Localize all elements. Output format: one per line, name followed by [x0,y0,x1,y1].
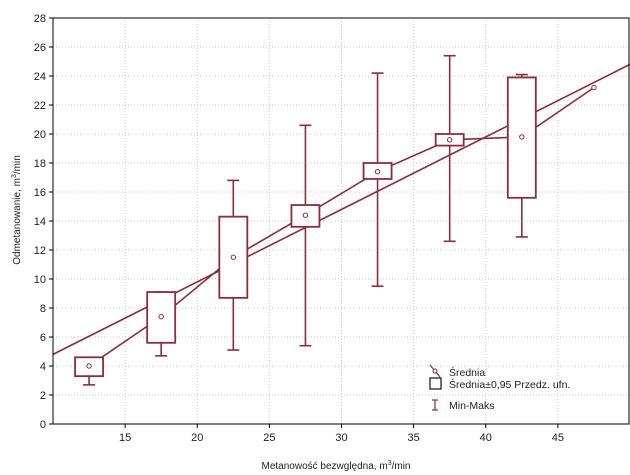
box-series [74,54,597,386]
legend-label-ci: Średnia±0,95 Przedz. ufn. [449,378,570,391]
y-tick-label: 22 [34,100,46,112]
box-group [362,72,393,288]
trend-line-group [52,63,630,356]
mean-point [374,169,381,175]
x-tick-label: 35 [408,432,420,444]
y-tick-label: 26 [34,42,46,54]
y-tick-label: 4 [40,361,46,373]
box-group [434,54,465,243]
x-tick-labels: 15 20 25 30 35 40 45 [119,424,564,444]
box-group [506,73,537,238]
y-tick-label: 28 [34,13,46,25]
y-tick-label: 20 [34,129,46,141]
legend-whisker-icon [432,399,438,411]
legend-box-icon [429,377,442,390]
mean-point [519,134,525,140]
x-tick-label: 20 [191,432,203,444]
x-axis-title: Metanowość bezwględna, m3/min [262,460,411,472]
mean-point [230,254,237,260]
y-tick-label: 10 [34,274,46,286]
y-tick-label: 8 [40,303,46,315]
legend: Średnia Średnia±0,95 Przedz. ufn. Min-Ma… [429,364,570,412]
x-tick-label: 15 [119,432,131,444]
y-tick-label: 14 [34,216,46,228]
y-tick-label: 16 [34,187,46,199]
mean-point [302,212,309,218]
x-tick-label: 45 [552,432,564,444]
x-tick-label: 30 [335,432,347,444]
legend-label-mean: Średnia [449,366,485,379]
mean-point [591,84,597,91]
mean-point [86,363,92,369]
box-group [290,124,321,347]
y-tick-label: 18 [34,158,46,170]
trend-line [52,63,630,356]
mean-point [446,137,453,143]
mean-point [158,314,164,320]
box-group [218,179,249,351]
y-axis-title: Odmetanowanie, m3/min [11,155,23,265]
box-group [146,291,177,357]
x-tick-label: 25 [263,432,275,444]
x-tick-label: 40 [480,432,492,444]
grid-lines [53,18,630,424]
y-tick-label: 0 [40,419,46,431]
y-tick-label: 12 [34,245,46,257]
legend-mean-icon [429,364,441,378]
y-tick-label: 6 [40,332,46,344]
y-tick-label: 24 [34,71,46,83]
y-tick-label: 2 [40,390,46,402]
legend-label-minmax: Min-Maks [449,400,495,412]
box-group [74,356,104,386]
